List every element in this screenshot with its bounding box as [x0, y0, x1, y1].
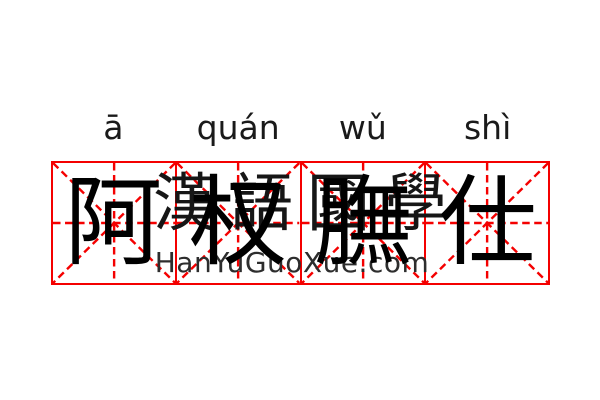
grid-cell-2	[175, 163, 300, 283]
grid-cell-3	[299, 163, 424, 283]
pinyin-row: ā quán wǔ shì	[51, 100, 550, 144]
pinyin-col-4: shì	[425, 111, 550, 144]
pinyin-syllable-1: ā	[103, 108, 124, 147]
grid-cell-1	[53, 163, 176, 283]
pinyin-col-1: ā	[51, 111, 176, 144]
pinyin-syllable-3: wǔ	[338, 108, 387, 147]
mizige-guides-icon	[177, 163, 300, 283]
pinyin-col-2: quán	[176, 111, 301, 144]
pinyin-col-3: wǔ	[301, 111, 426, 144]
mizige-guides-icon	[425, 163, 548, 283]
watermark-site-text: HanYuGuoXue.com	[154, 246, 430, 279]
character-grid	[51, 161, 550, 285]
mizige-guides-icon	[53, 163, 176, 283]
watermark-cjk-text: 漢語國學	[153, 167, 461, 240]
mizige-guides-icon	[301, 163, 424, 283]
pinyin-syllable-4: shì	[463, 108, 512, 147]
pinyin-syllable-2: quán	[196, 108, 280, 147]
grid-cell-4	[423, 163, 548, 283]
